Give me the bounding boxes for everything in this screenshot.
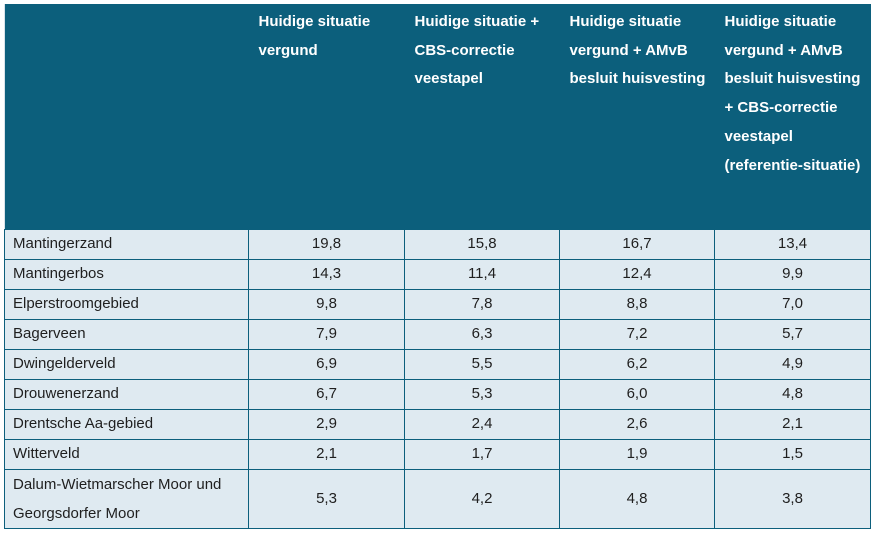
row-label: Dwingelderveld bbox=[4, 348, 249, 380]
cell-value: 1,9 bbox=[559, 438, 715, 470]
cell-value: 4,9 bbox=[714, 348, 871, 380]
cell-value: 13,4 bbox=[714, 228, 871, 260]
cell-value: 2,6 bbox=[559, 408, 715, 440]
cell-value: 16,7 bbox=[559, 228, 715, 260]
row-label: Mantingerzand bbox=[4, 228, 249, 260]
cell-value: 2,1 bbox=[714, 408, 871, 440]
cell-value: 2,1 bbox=[248, 438, 405, 470]
cell-value: 7,9 bbox=[248, 318, 405, 350]
header-empty-cell bbox=[4, 4, 249, 229]
cell-value: 2,9 bbox=[248, 408, 405, 440]
cell-value: 8,8 bbox=[559, 288, 715, 320]
table-row: Mantingerbos 14,3 11,4 12,4 9,9 bbox=[4, 258, 871, 290]
cell-value: 5,7 bbox=[714, 318, 871, 350]
cell-value: 4,8 bbox=[559, 468, 715, 529]
table-row: Mantingerzand 19,8 15,8 16,7 13,4 bbox=[4, 228, 871, 260]
cell-value: 7,2 bbox=[559, 318, 715, 350]
table-row: Witterveld 2,1 1,7 1,9 1,5 bbox=[4, 438, 871, 470]
cell-value: 3,8 bbox=[714, 468, 871, 529]
cell-value: 6,7 bbox=[248, 378, 405, 410]
cell-value: 6,2 bbox=[559, 348, 715, 380]
cell-value: 9,8 bbox=[248, 288, 405, 320]
cell-value: 6,0 bbox=[559, 378, 715, 410]
cell-value: 12,4 bbox=[559, 258, 715, 290]
cell-value: 5,3 bbox=[404, 378, 560, 410]
header-amvb-besluit: Huidige situatie vergund + AMvB besluit … bbox=[559, 4, 715, 229]
row-label: Witterveld bbox=[4, 438, 249, 470]
cell-value: 7,8 bbox=[404, 288, 560, 320]
table-row: Dalum-Wietmarscher Moor und Georgsdorfer… bbox=[4, 468, 871, 529]
row-label: Mantingerbos bbox=[4, 258, 249, 290]
data-table: Huidige situatie vergund Huidige situati… bbox=[4, 4, 871, 529]
cell-value: 6,9 bbox=[248, 348, 405, 380]
row-label: Elperstroomgebied bbox=[4, 288, 249, 320]
table-row: Drentsche Aa-gebied 2,9 2,4 2,6 2,1 bbox=[4, 408, 871, 440]
cell-value: 15,8 bbox=[404, 228, 560, 260]
header-referentie-situatie: Huidige situatie vergund + AMvB besluit … bbox=[714, 4, 871, 229]
row-label: Bagerveen bbox=[4, 318, 249, 350]
row-label: Drouwenerzand bbox=[4, 378, 249, 410]
cell-value: 14,3 bbox=[248, 258, 405, 290]
row-label: Drentsche Aa-gebied bbox=[4, 408, 249, 440]
cell-value: 6,3 bbox=[404, 318, 560, 350]
header-huidige-situatie-vergund: Huidige situatie vergund bbox=[248, 4, 405, 229]
row-label: Dalum-Wietmarscher Moor und Georgsdorfer… bbox=[4, 468, 249, 529]
cell-value: 4,8 bbox=[714, 378, 871, 410]
cell-value: 5,3 bbox=[248, 468, 405, 529]
cell-value: 11,4 bbox=[404, 258, 560, 290]
cell-value: 5,5 bbox=[404, 348, 560, 380]
table-row: Bagerveen 7,9 6,3 7,2 5,7 bbox=[4, 318, 871, 350]
cell-value: 2,4 bbox=[404, 408, 560, 440]
header-cbs-correctie: Huidige situatie + CBS-correctie veestap… bbox=[404, 4, 560, 229]
table-row: Drouwenerzand 6,7 5,3 6,0 4,8 bbox=[4, 378, 871, 410]
cell-value: 1,5 bbox=[714, 438, 871, 470]
cell-value: 7,0 bbox=[714, 288, 871, 320]
cell-value: 1,7 bbox=[404, 438, 560, 470]
cell-value: 9,9 bbox=[714, 258, 871, 290]
cell-value: 19,8 bbox=[248, 228, 405, 260]
header-row: Huidige situatie vergund Huidige situati… bbox=[4, 4, 871, 229]
table-row: Dwingelderveld 6,9 5,5 6,2 4,9 bbox=[4, 348, 871, 380]
cell-value: 4,2 bbox=[404, 468, 560, 529]
table-row: Elperstroomgebied 9,8 7,8 8,8 7,0 bbox=[4, 288, 871, 320]
